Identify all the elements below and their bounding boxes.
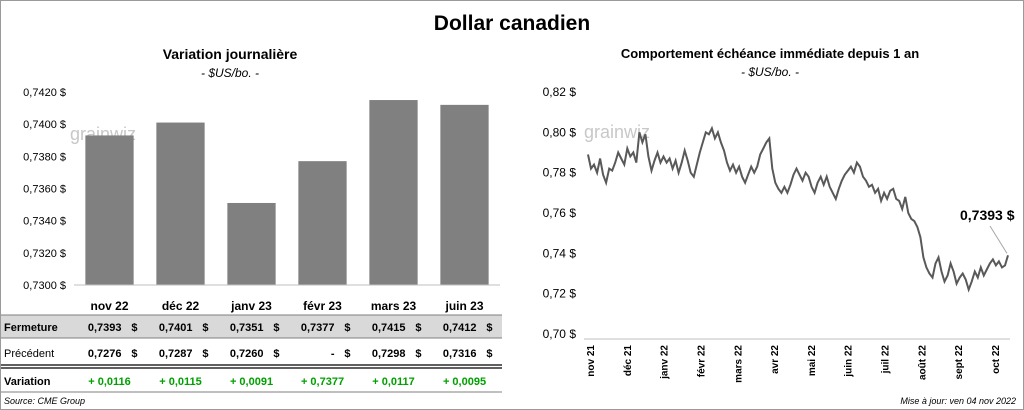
x-tick-label: mai 22 — [807, 345, 818, 377]
callout-line — [989, 225, 1008, 254]
table-cell: + 0,0116 — [88, 376, 131, 388]
x-tick-label: oct 22 — [991, 345, 1002, 374]
table-cell: 0,7287 — [159, 348, 193, 360]
table-cell: + 0,7377 — [301, 376, 344, 388]
table-cell-unit: $ — [202, 348, 208, 360]
y-tick-label: 0,7320 $ — [23, 248, 66, 260]
x-tick-label: janv 23 — [230, 299, 272, 313]
left-bar-chart: 0,7300 $ 0,7320 $ 0,7340 $ 0,7360 $ 0,7380 $… — [23, 87, 500, 313]
x-tick-label: déc 22 — [162, 299, 200, 313]
page-title: Dollar canadien — [433, 12, 591, 35]
table-cell: + 0,0117 — [372, 376, 415, 388]
table-cell: 0,7351 — [230, 322, 264, 334]
bar — [227, 202, 276, 285]
x-tick-label: nov 22 — [90, 299, 128, 313]
y-tick-label: 0,74 $ — [543, 246, 577, 260]
x-tick-label: févr 22 — [696, 345, 707, 378]
table-cell-unit: $ — [415, 348, 421, 360]
y-tick-label: 0,7340 $ — [23, 216, 66, 228]
table-cell: 0,7412 — [443, 322, 477, 334]
y-tick-label: 0,7420 $ — [23, 87, 66, 99]
y-tick-label: 0,72 $ — [543, 287, 577, 301]
x-tick-label: mars 23 — [371, 299, 417, 313]
x-tick-label: déc 21 — [623, 345, 634, 377]
y-tick-label: 0,7360 $ — [23, 184, 66, 196]
update-note: Mise à jour: ven 04 nov 2022 — [900, 396, 1016, 406]
x-tick-label: juin 22 — [844, 345, 855, 378]
table-cell: 0,7415 — [372, 322, 406, 334]
y-tick-label: 0,80 $ — [543, 125, 577, 139]
bar — [369, 100, 418, 286]
table-cell-unit: $ — [202, 322, 208, 334]
table-cell-unit: $ — [273, 348, 279, 360]
x-tick-label: sept 22 — [954, 345, 965, 380]
y-tick-label: 0,7400 $ — [23, 119, 66, 131]
table-cell: 0,7276 — [88, 348, 122, 360]
table-row-shade — [1, 315, 502, 338]
series-line — [587, 125, 1009, 293]
table-cell: + 0,0091 — [230, 376, 273, 388]
y-tick-label: 0,82 $ — [543, 85, 577, 99]
table-cell-unit: $ — [415, 322, 421, 334]
table-cell-unit: $ — [273, 322, 279, 334]
table-cell: 0,7401 — [159, 322, 193, 334]
table-cell: 0,7260 — [230, 348, 264, 360]
table-cell-unit: $ — [344, 322, 350, 334]
source-note: Source: CME Group — [4, 396, 86, 406]
bar — [440, 104, 489, 285]
table-row-label: Variation — [4, 376, 51, 388]
watermark: grainwiz — [584, 122, 650, 142]
x-tick-label: nov 21 — [586, 345, 597, 377]
x-tick-label: juil 22 — [881, 345, 892, 375]
right-chart-title: Comportement échéance immédiate depuis 1… — [620, 46, 920, 61]
y-tick-label: 0,7300 $ — [23, 280, 66, 292]
table-cell-unit: $ — [344, 348, 350, 360]
table-cell: 0,7316 — [443, 348, 477, 360]
y-tick-label: 0,70 $ — [543, 327, 577, 341]
y-tick-label: 0,76 $ — [543, 206, 577, 220]
left-chart-subtitle: - $US/bo. - — [200, 66, 260, 80]
x-tick-label: mars 22 — [733, 345, 744, 383]
x-tick-label: juin 23 — [444, 299, 483, 313]
bar — [85, 135, 134, 285]
table-cell-unit: $ — [131, 348, 137, 360]
table-row-label: Précédent — [4, 348, 54, 360]
table-cell-unit: $ — [486, 348, 492, 360]
table-cell: 0,7298 — [372, 348, 406, 360]
y-tick-label: 0,7380 $ — [23, 151, 66, 163]
x-tick-label: avr 22 — [770, 345, 781, 374]
table-cell: + 0,0095 — [443, 376, 486, 388]
table-cell: + 0,0115 — [159, 376, 202, 388]
bar — [298, 161, 347, 285]
table-cell-unit: $ — [131, 322, 137, 334]
x-tick-label: févr 23 — [303, 299, 342, 313]
y-tick-label: 0,78 $ — [543, 166, 577, 180]
x-tick-label: janv 22 — [660, 345, 671, 380]
x-tick-label: août 22 — [917, 345, 928, 380]
table-row-label: Fermeture — [4, 322, 58, 334]
data-table: Fermeture 0,7393 $0,7401 $0,7351 $0,7377 $0,7… — [1, 314, 502, 393]
right-chart-subtitle: - $US/bo. - — [740, 65, 800, 79]
table-cell: 0,7377 — [301, 322, 335, 334]
left-chart-title: Variation journalière — [162, 46, 298, 62]
last-value-label: 0,7393 $ — [960, 207, 1015, 223]
table-cell-unit: $ — [486, 322, 492, 334]
bar — [156, 122, 205, 285]
table-cell: - — [331, 348, 335, 360]
table-cell: 0,7393 — [88, 322, 122, 334]
